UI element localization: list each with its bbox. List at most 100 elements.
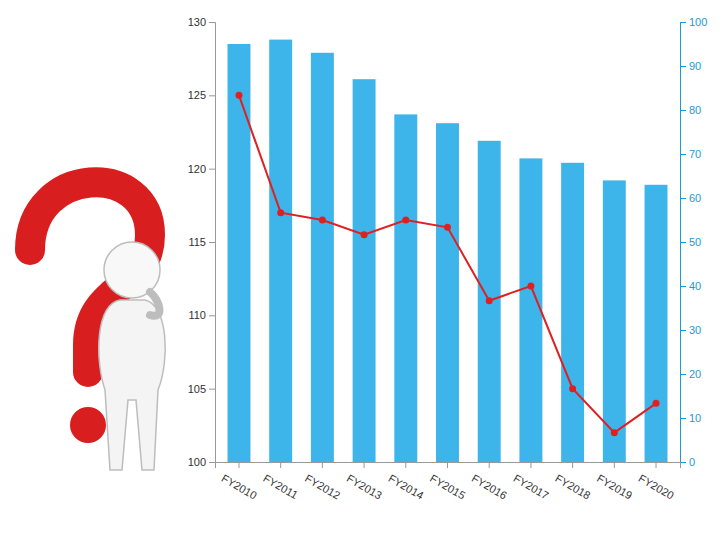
x-tick-label: FY2011 [261,472,300,501]
x-tick: FY2012 [303,462,342,502]
x-tick-mark [238,462,239,468]
line-marker [235,92,242,99]
y2-tick: 40 [680,280,701,292]
y-tick-label: 110 [188,309,206,321]
bar [311,53,334,462]
y-axis: 100105110115120125130 [188,16,216,468]
y2-tick-label: 80 [689,104,701,116]
line-marker [361,231,368,238]
bar [603,180,626,462]
y2-tick: 90 [680,60,701,72]
line-marker [611,429,618,436]
marks [228,40,668,462]
y2-tick: 100 [680,16,707,28]
x-tick-mark [280,462,281,468]
y2-tick-label: 70 [689,148,701,160]
x-tick: FY2015 [428,462,467,502]
x-axis: FY2010FY2011FY2012FY2013FY2014FY2015FY20… [216,462,681,502]
x-tick: FY2020 [637,462,676,502]
x-tick-label: FY2019 [595,472,634,502]
x-tick: FY2019 [595,462,634,502]
question-dot [70,407,106,443]
line-marker [486,297,493,304]
line-marker [402,217,409,224]
y-tick: 115 [188,236,215,248]
y2-tick-label: 40 [689,280,701,292]
y2-tick: 30 [680,324,701,336]
y2-tick: 20 [680,368,701,380]
y-tick-mark [209,22,215,23]
x-tick-label: FY2013 [345,472,384,502]
y2-tick-mark [680,418,686,419]
bar [519,158,542,462]
x-tick-label: FY2020 [637,472,676,502]
y2-tick-label: 90 [689,60,701,72]
plot: 1001051101151201251300102030405060708090… [188,16,708,502]
chart-svg: 1001051101151201251300102030405060708090… [0,0,726,542]
x-tick-mark [489,462,490,468]
y-tick-mark [209,315,215,316]
y-tick-label: 115 [188,236,206,248]
y2-tick-mark [680,330,686,331]
y-tick: 105 [188,383,215,395]
bar [228,44,251,462]
bar [436,123,459,462]
x-tick: FY2013 [345,462,384,502]
y2-tick-label: 100 [689,16,707,28]
x-tick-label: FY2015 [428,472,467,502]
y2-axis: 0102030405060708090100 [680,16,707,468]
x-tick-mark [572,462,573,468]
x-tick: FY2010 [220,462,259,502]
line [239,95,656,432]
x-tick: FY2018 [553,462,592,502]
figure-arm [150,292,159,316]
y2-tick-label: 50 [689,236,701,248]
x-tick: FY2017 [512,462,551,502]
y2-tick-mark [680,198,686,199]
y-tick: 130 [188,16,215,28]
y2-tick-mark [680,286,686,287]
x-tick: FY2014 [386,462,425,502]
y2-tick: 0 [680,456,695,468]
y2-tick-label: 20 [689,368,701,380]
line-marker [444,224,451,231]
y2-tick: 10 [680,412,701,424]
line-marker [319,217,326,224]
y-tick-label: 120 [188,163,206,175]
y2-tick: 70 [680,148,701,160]
x-tick-label: FY2014 [386,472,425,502]
x-axis-line [216,463,681,469]
y2-tick: 50 [680,236,701,248]
y2-tick: 80 [680,104,701,116]
bar [394,114,417,462]
y2-tick-mark [680,22,686,23]
bar [353,79,376,462]
x-tick-mark [530,462,531,468]
y2-tick-mark [680,374,686,375]
x-tick: FY2011 [261,462,300,501]
y-tick-mark [209,95,215,96]
y-tick: 110 [188,309,215,321]
y-tick: 120 [188,163,215,175]
line-marker [277,209,284,216]
bar [561,163,584,462]
y2-tick-mark [680,110,686,111]
x-tick-mark [405,462,406,468]
line-marker [653,400,660,407]
y2-tick-label: 10 [689,412,701,424]
line-marker [527,283,534,290]
x-tick-label: FY2010 [220,472,259,502]
y2-axis-line [681,23,687,463]
y2-tick-label: 30 [689,324,701,336]
x-tick-mark [447,462,448,468]
x-tick-label: FY2018 [553,472,592,502]
x-tick-label: FY2012 [303,472,342,502]
y-tick-label: 125 [188,89,206,101]
y-tick-mark [209,389,215,390]
figure-body [99,300,165,470]
bar [269,40,292,462]
bar [645,185,668,462]
y-tick-label: 130 [188,16,206,28]
bar [478,141,501,462]
x-tick: FY2016 [470,462,509,502]
